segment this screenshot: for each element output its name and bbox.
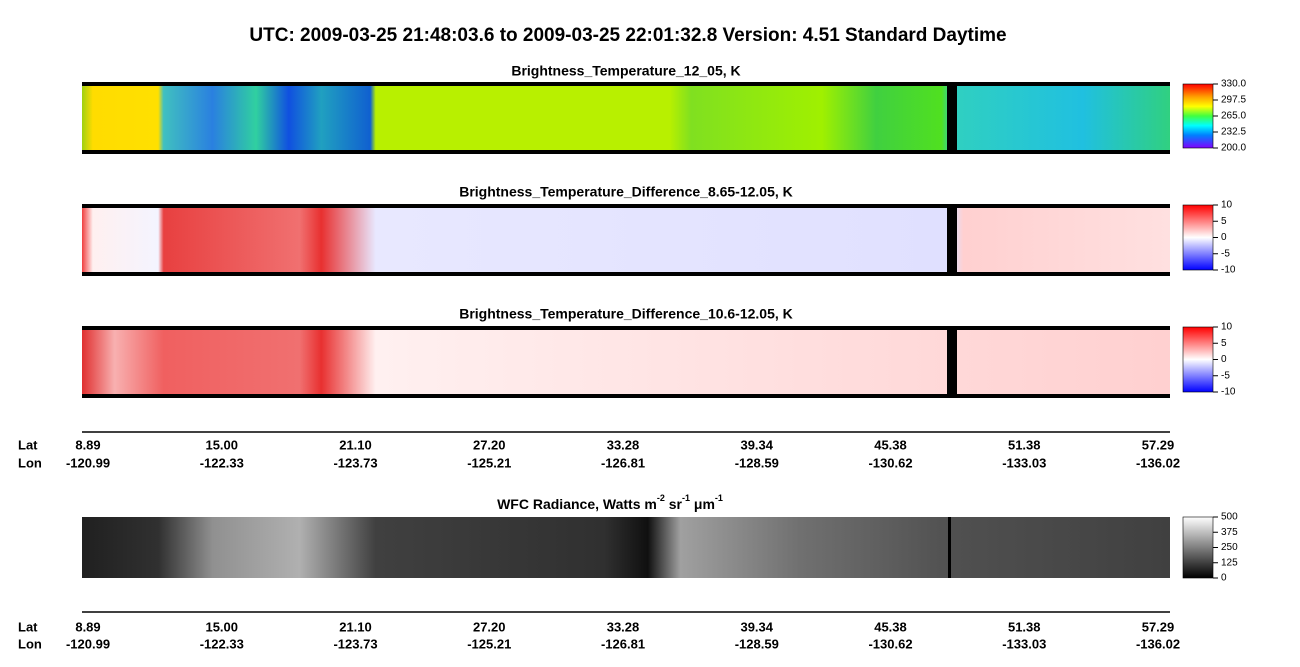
title-part: sr xyxy=(665,496,683,512)
lon-label: Lon xyxy=(18,636,42,651)
colorbar-label: 0 xyxy=(1221,354,1227,365)
lon-tick-label: -123.73 xyxy=(333,636,377,651)
colorbar-label: 5 xyxy=(1221,338,1227,349)
lat-tick-label: 15.00 xyxy=(205,437,238,452)
colorbar xyxy=(1182,516,1214,579)
colorbar-label: 250 xyxy=(1221,542,1238,553)
panel-title: WFC Radiance, Watts m-2 sr-1 μm-1 xyxy=(497,493,723,511)
swath-image xyxy=(82,206,1170,274)
lon-tick-label: -136.02 xyxy=(1136,455,1180,470)
lon-tick-label: -120.99 xyxy=(66,455,110,470)
colorbar-label: -5 xyxy=(1221,370,1230,381)
colorbar-label: -10 xyxy=(1221,265,1236,276)
swath-image xyxy=(82,84,1170,152)
swath-edge xyxy=(82,150,1170,154)
lat-tick-label: 39.34 xyxy=(740,437,773,452)
lat-tick-label: 27.20 xyxy=(473,619,506,634)
lat-tick-label: 33.28 xyxy=(607,437,640,452)
data-gap xyxy=(947,328,957,396)
lon-tick-label: -125.21 xyxy=(467,636,511,651)
lat-tick-label: 39.34 xyxy=(740,619,773,634)
colorbar-label: -5 xyxy=(1221,248,1230,259)
lat-tick-label: 57.29 xyxy=(1142,619,1175,634)
lat-tick-label: 51.38 xyxy=(1008,619,1041,634)
colorbar-label: 297.5 xyxy=(1221,95,1246,106)
lat-tick-label: 33.28 xyxy=(607,619,640,634)
data-gap xyxy=(948,517,951,578)
lon-tick-label: -128.59 xyxy=(735,455,779,470)
lon-tick-label: -133.03 xyxy=(1002,455,1046,470)
panel-title: Brightness_Temperature_12_05, K xyxy=(511,63,740,79)
panel-title: Brightness_Temperature_Difference_8.65-1… xyxy=(459,184,793,200)
lat-label: Lat xyxy=(18,437,38,452)
lon-tick-label: -123.73 xyxy=(333,455,377,470)
colorbar-label: 5 xyxy=(1221,216,1227,227)
colorbar-label: 0 xyxy=(1221,232,1227,243)
title-sup: -2 xyxy=(657,493,665,503)
main-title: UTC: 2009-03-25 21:48:03.6 to 2009-03-25… xyxy=(249,25,1006,46)
colorbar-label: 10 xyxy=(1221,322,1233,333)
lon-label: Lon xyxy=(18,455,42,470)
title-part: μm xyxy=(690,496,715,512)
swath-image xyxy=(82,517,1170,578)
swath-edge xyxy=(82,272,1170,276)
colorbar xyxy=(1182,204,1214,271)
lon-tick-label: -126.81 xyxy=(601,455,645,470)
lat-tick-label: 8.89 xyxy=(75,619,100,634)
colorbar-label: 500 xyxy=(1221,512,1238,523)
colorbar-label: 0 xyxy=(1221,573,1227,584)
lat-tick-label: 27.20 xyxy=(473,437,506,452)
lat-tick-label: 8.89 xyxy=(75,437,100,452)
lon-tick-label: -125.21 xyxy=(467,455,511,470)
swath-edge xyxy=(82,326,1170,330)
lon-tick-label: -133.03 xyxy=(1002,636,1046,651)
swath-edge xyxy=(82,394,1170,398)
swath-edge xyxy=(82,204,1170,208)
lon-tick-label: -120.99 xyxy=(66,636,110,651)
colorbar xyxy=(1182,326,1214,393)
colorbar-label: 200.0 xyxy=(1221,143,1246,154)
lon-tick-label: -130.62 xyxy=(868,455,912,470)
colorbar-label: 125 xyxy=(1221,557,1238,568)
data-gap xyxy=(947,206,957,274)
lon-tick-label: -126.81 xyxy=(601,636,645,651)
title-part: WFC Radiance, Watts m xyxy=(497,496,657,512)
colorbar-label: 10 xyxy=(1221,200,1233,211)
colorbar-label: 375 xyxy=(1221,527,1238,538)
colorbar-label: 265.0 xyxy=(1221,111,1246,122)
swath-image xyxy=(82,328,1170,396)
lon-tick-label: -122.33 xyxy=(200,455,244,470)
lat-tick-label: 21.10 xyxy=(339,619,372,634)
title-sup: -1 xyxy=(715,493,723,503)
lat-tick-label: 45.38 xyxy=(874,437,907,452)
lat-tick-label: 45.38 xyxy=(874,619,907,634)
colorbar-label: 232.5 xyxy=(1221,127,1246,138)
lat-tick-label: 21.10 xyxy=(339,437,372,452)
lon-tick-label: -130.62 xyxy=(868,636,912,651)
lon-tick-label: -122.33 xyxy=(200,636,244,651)
colorbar-label: -10 xyxy=(1221,387,1236,398)
colorbar-label: 330.0 xyxy=(1221,79,1246,90)
panel-title: Brightness_Temperature_Difference_10.6-1… xyxy=(459,306,793,322)
lat-label: Lat xyxy=(18,619,38,634)
swath-edge xyxy=(82,82,1170,86)
lon-tick-label: -128.59 xyxy=(735,636,779,651)
title-sup: -1 xyxy=(682,493,690,503)
data-gap xyxy=(947,84,957,152)
lat-tick-label: 51.38 xyxy=(1008,437,1041,452)
lat-tick-label: 15.00 xyxy=(205,619,238,634)
lon-tick-label: -136.02 xyxy=(1136,636,1180,651)
lat-tick-label: 57.29 xyxy=(1142,437,1175,452)
colorbar xyxy=(1182,83,1214,149)
